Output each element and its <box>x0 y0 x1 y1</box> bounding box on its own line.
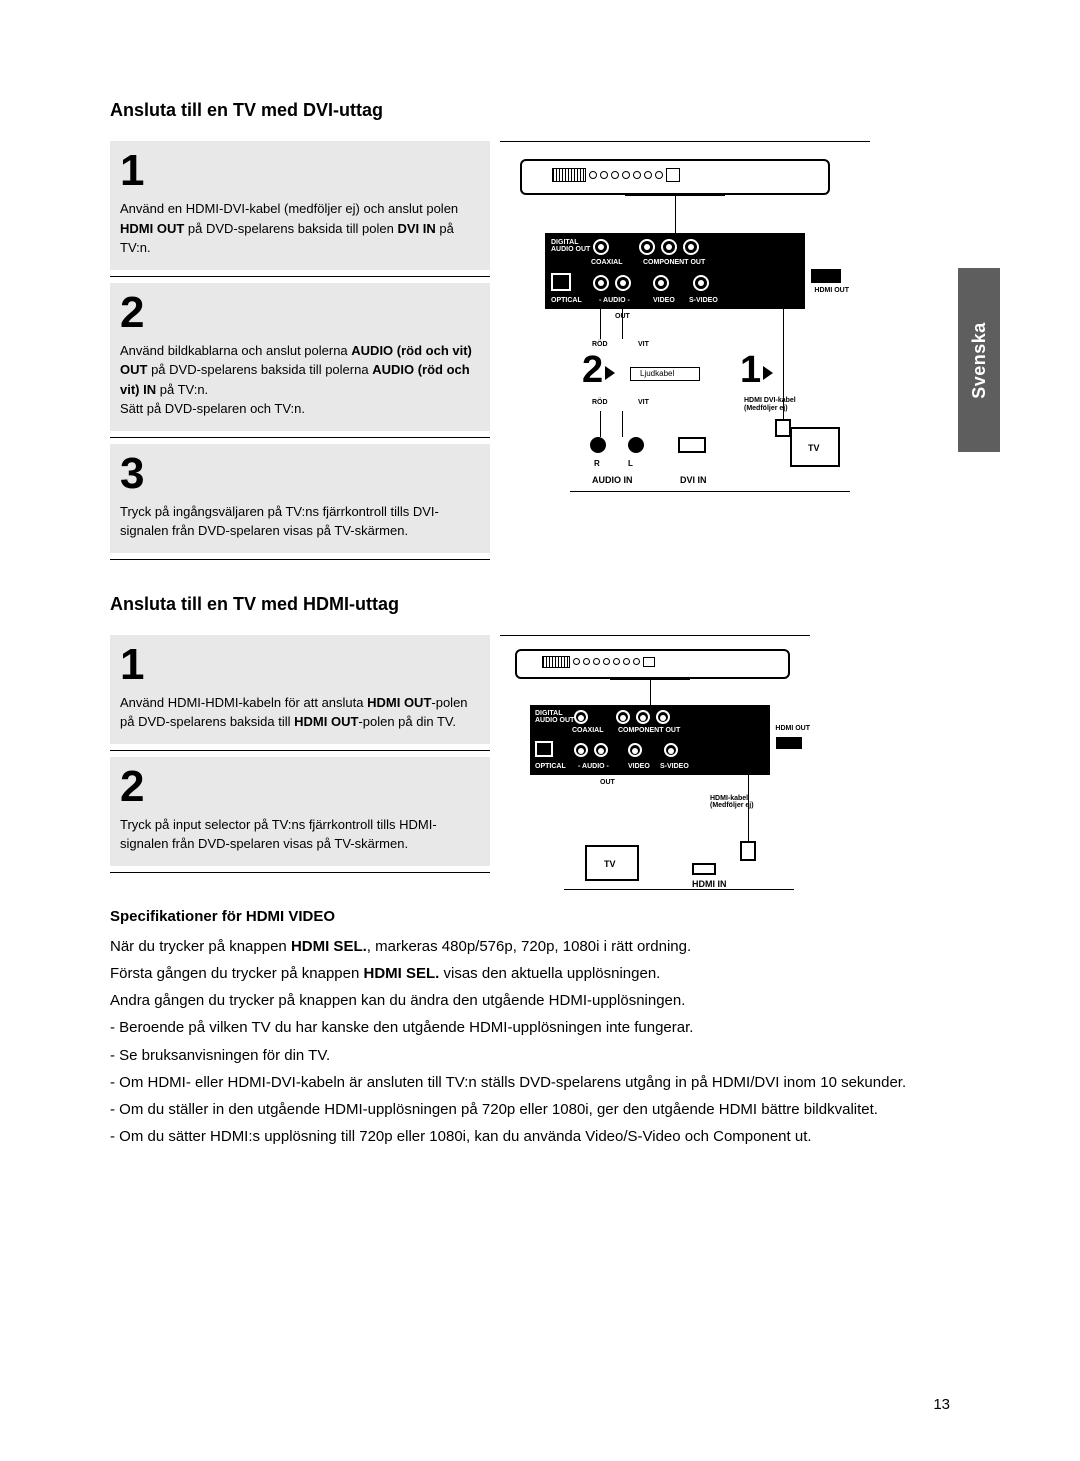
spec-bullet: - Beroende på vilken TV du har kanske de… <box>110 1016 972 1039</box>
spec-bullet: - Om du ställer in den utgående HDMI-upp… <box>110 1098 972 1121</box>
section2-diagram: DIGITALAUDIO OUT COAXIAL COMPONENT OUT O… <box>490 635 972 890</box>
divider <box>110 437 490 438</box>
spec-bullet: - Om du sätter HDMI:s upplösning till 72… <box>110 1125 972 1148</box>
diagram-step-2: 2 <box>582 349 615 392</box>
s1-step3-num: 3 <box>120 452 480 496</box>
spec-bullet: - Om HDMI- eller HDMI-DVI-kabeln är ansl… <box>110 1071 972 1094</box>
section2-row: 1 Använd HDMI-HDMI-kabeln för att anslut… <box>110 635 972 890</box>
s2-step1-num: 1 <box>120 643 480 687</box>
s1-step3-text: Tryck på ingångsväljaren på TV:ns fjärrk… <box>120 502 480 541</box>
spec-p3: Andra gången du trycker på knappen kan d… <box>110 989 972 1012</box>
section1-diagram: DIGITALAUDIO OUT COAXIAL COMPONENT OUT O… <box>490 141 972 566</box>
s2-step2-text: Tryck på input selector på TV:ns fjärrko… <box>120 815 480 854</box>
divider <box>110 750 490 751</box>
s2-step2: 2 Tryck på input selector på TV:ns fjärr… <box>110 757 490 866</box>
s2-step1: 1 Använd HDMI-HDMI-kabeln för att anslut… <box>110 635 490 744</box>
s1-step1-num: 1 <box>120 149 480 193</box>
divider <box>110 872 490 873</box>
diagram1: DIGITALAUDIO OUT COAXIAL COMPONENT OUT O… <box>500 141 848 501</box>
port-panel: DIGITALAUDIO OUT COAXIAL COMPONENT OUT O… <box>530 705 770 775</box>
callout-line <box>625 195 725 196</box>
player-slots <box>542 656 655 668</box>
s1-step3: 3 Tryck på ingångsväljaren på TV:ns fjär… <box>110 444 490 553</box>
dvd-player-rear <box>515 649 790 679</box>
audio-cable-icon <box>630 367 700 381</box>
callout-line <box>675 195 676 233</box>
s1-step1: 1 Använd en HDMI-DVI-kabel (medföljer ej… <box>110 141 490 270</box>
section2-steps: 1 Använd HDMI-HDMI-kabeln för att anslut… <box>110 635 490 890</box>
section1-steps: 1 Använd en HDMI-DVI-kabel (medföljer ej… <box>110 141 490 566</box>
hdmi-cable <box>783 309 784 419</box>
player-slots <box>552 168 680 182</box>
s1-step2-text: Använd bildkablarna och anslut polerna A… <box>120 341 480 419</box>
page-number: 13 <box>933 1396 950 1413</box>
s1-step2: 2 Använd bildkablarna och anslut polerna… <box>110 283 490 431</box>
hdmi-in-port <box>692 863 716 875</box>
diagram-step-1: 1 <box>740 349 773 392</box>
divider <box>110 559 490 560</box>
spec-p1: När du trycker på knappen HDMI SEL., mar… <box>110 935 972 958</box>
section2-heading: Ansluta till en TV med HDMI-uttag <box>110 594 972 615</box>
s2-step1-text: Använd HDMI-HDMI-kabeln för att ansluta … <box>120 693 480 732</box>
diagram2: DIGITALAUDIO OUT COAXIAL COMPONENT OUT O… <box>500 635 800 890</box>
spec-p2: Första gången du trycker på knappen HDMI… <box>110 962 972 985</box>
hdmi-plug <box>740 841 756 861</box>
dvi-plug <box>775 419 791 437</box>
dvd-player-rear <box>520 159 830 195</box>
divider <box>110 276 490 277</box>
section1-row: 1 Använd en HDMI-DVI-kabel (medföljer ej… <box>110 141 972 566</box>
s2-step2-num: 2 <box>120 765 480 809</box>
section1-heading: Ansluta till en TV med DVI-uttag <box>110 100 972 121</box>
s1-step2-num: 2 <box>120 291 480 335</box>
spec-heading: Specifikationer för HDMI VIDEO <box>110 908 972 925</box>
s1-step1-text: Använd en HDMI-DVI-kabel (medföljer ej) … <box>120 199 480 258</box>
spec-bullet: - Se bruksanvisningen för din TV. <box>110 1044 972 1067</box>
dvi-port <box>678 437 706 453</box>
port-panel: DIGITALAUDIO OUT COAXIAL COMPONENT OUT O… <box>545 233 805 309</box>
